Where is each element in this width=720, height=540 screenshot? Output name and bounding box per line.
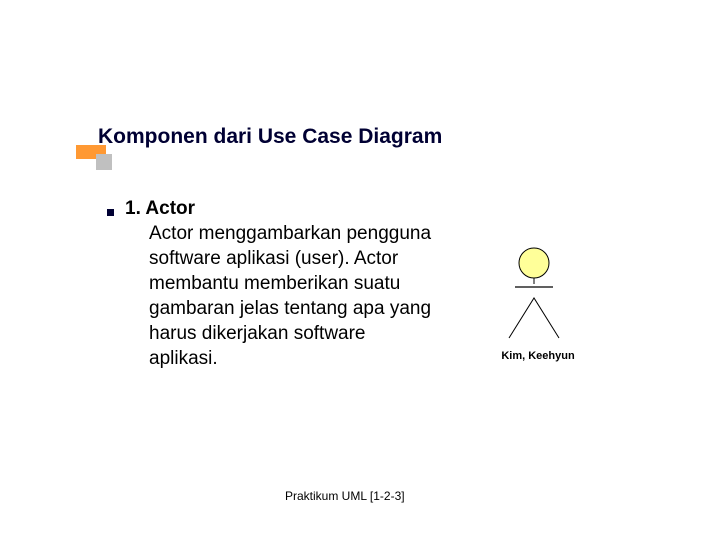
- section-number: 1.: [125, 198, 145, 219]
- slide-footer: Praktikum UML [1-2-3]: [285, 489, 405, 503]
- slide-title: Komponen dari Use Case Diagram: [98, 125, 442, 149]
- accent-box-gray: [96, 154, 112, 170]
- actor-figure: [499, 246, 569, 340]
- bullet-square: [107, 209, 114, 216]
- body-paragraph: Actor menggambarkan pengguna software ap…: [125, 221, 435, 371]
- actor-head-icon: [519, 248, 549, 278]
- actor-legs: [509, 298, 559, 338]
- body-text: 1. Actor Actor menggambarkan pengguna so…: [125, 196, 435, 372]
- section-label: Actor: [145, 198, 195, 219]
- actor-label: Kim, Keehyun: [483, 350, 593, 362]
- slide: Komponen dari Use Case Diagram 1. Actor …: [0, 0, 720, 540]
